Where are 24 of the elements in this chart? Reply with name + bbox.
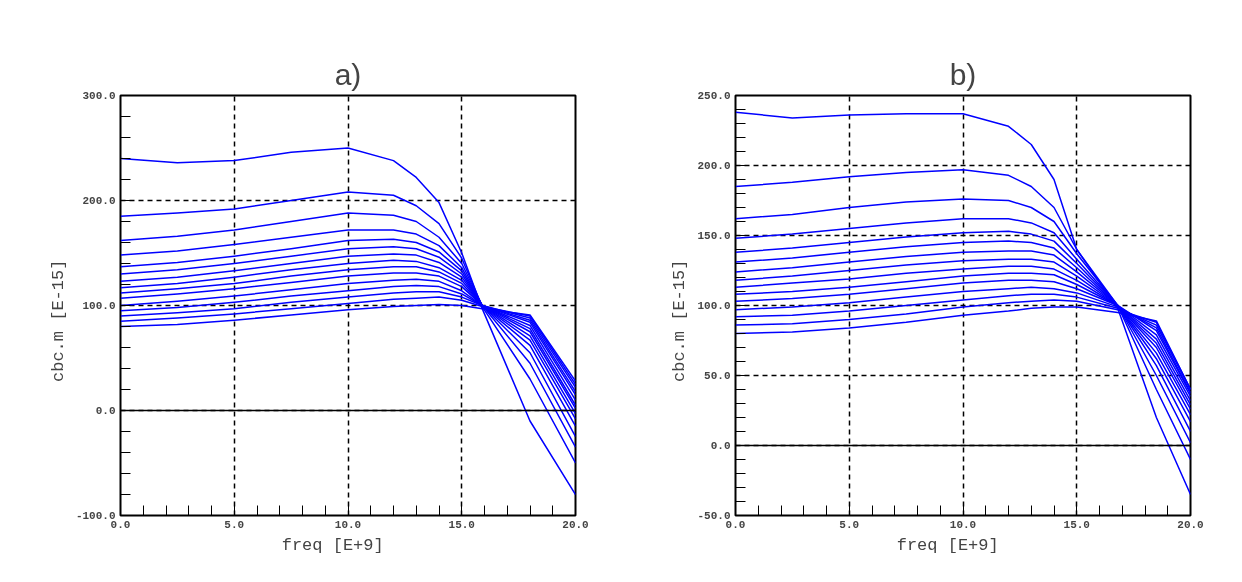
y-tick-label: 300.0 [82,90,116,102]
y-tick-label: 150.0 [697,230,731,242]
y-tick-label: 200.0 [82,195,116,207]
y-tick-label: 200.0 [697,160,731,172]
x-tick-label: 5.0 [839,518,860,531]
y-tick-label: 50.0 [704,370,731,382]
x-tick-label: 10.0 [334,518,362,531]
y-tick-label: 100.0 [697,300,731,312]
x-tick-label: 15.0 [1063,518,1090,531]
y-axis-title: cbc.m [E-15] [670,259,690,383]
y-tick-label: 100.0 [82,300,116,312]
y-tick-label: 0.0 [95,405,116,417]
x-tick-label: 15.0 [448,518,475,531]
y-tick-label: 0.0 [710,440,731,452]
y-tick-label: 250.0 [697,90,731,102]
x-tick-label: 20.0 [1177,518,1204,531]
chart-title: b) [949,57,977,91]
x-tick-label: 5.0 [224,518,245,531]
x-tick-label: 10.0 [949,518,977,531]
y-axis-title: cbc.m [E-15] [48,259,68,383]
x-axis-title: freq [E+9] [896,535,999,555]
chart-title: a) [334,57,362,91]
x-axis-title: freq [E+9] [281,535,384,555]
x-tick-label: 20.0 [562,518,589,531]
